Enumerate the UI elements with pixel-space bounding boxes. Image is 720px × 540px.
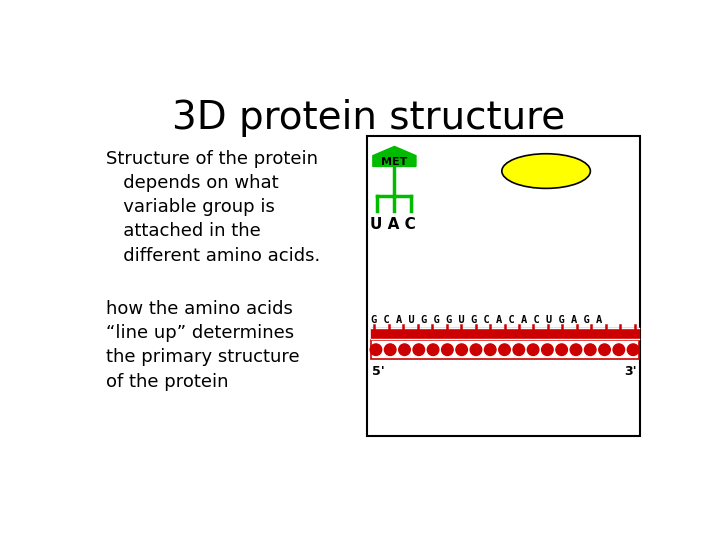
Circle shape bbox=[427, 344, 439, 355]
Circle shape bbox=[399, 344, 410, 355]
Circle shape bbox=[585, 344, 596, 355]
Circle shape bbox=[599, 344, 611, 355]
Circle shape bbox=[556, 344, 567, 355]
Text: U A C: U A C bbox=[370, 217, 415, 232]
Circle shape bbox=[541, 344, 553, 355]
Circle shape bbox=[384, 344, 396, 355]
Circle shape bbox=[370, 344, 382, 355]
Circle shape bbox=[441, 344, 453, 355]
Text: how the amino acids
“line up” determines
the primary structure
of the protein: how the amino acids “line up” determines… bbox=[106, 300, 300, 390]
Circle shape bbox=[499, 344, 510, 355]
Text: 5': 5' bbox=[372, 365, 384, 378]
Text: G C A U G G G U G C A C A C U G A G A: G C A U G G G U G C A C A C U G A G A bbox=[372, 315, 603, 325]
Circle shape bbox=[570, 344, 582, 355]
Text: MET: MET bbox=[381, 157, 408, 167]
Polygon shape bbox=[373, 146, 416, 166]
Circle shape bbox=[613, 344, 624, 355]
Text: 3': 3' bbox=[624, 365, 637, 378]
Circle shape bbox=[513, 344, 525, 355]
Text: 3D protein structure: 3D protein structure bbox=[172, 99, 566, 138]
Circle shape bbox=[470, 344, 482, 355]
Bar bbox=[371, 340, 639, 359]
Circle shape bbox=[627, 344, 639, 355]
Ellipse shape bbox=[502, 154, 590, 188]
Bar bbox=[367, 137, 640, 436]
Bar bbox=[371, 328, 639, 339]
Circle shape bbox=[485, 344, 496, 355]
Circle shape bbox=[413, 344, 425, 355]
Circle shape bbox=[527, 344, 539, 355]
Circle shape bbox=[456, 344, 467, 355]
Text: Structure of the protein
   depends on what
   variable group is
   attached in : Structure of the protein depends on what… bbox=[106, 150, 320, 265]
